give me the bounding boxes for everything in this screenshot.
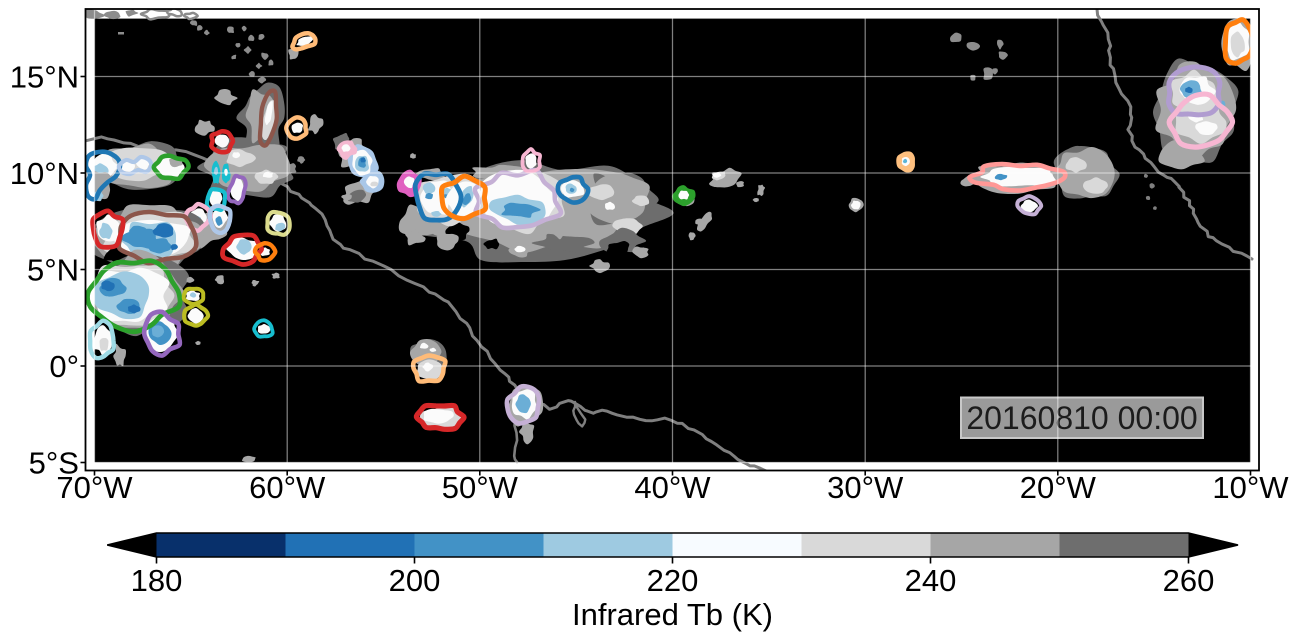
svg-text:10°W: 10°W (1212, 470, 1289, 505)
svg-text:0°: 0° (49, 349, 79, 384)
svg-text:5°S: 5°S (29, 445, 79, 480)
svg-text:Infrared Tb (K): Infrared Tb (K) (572, 597, 773, 632)
svg-text:20°W: 20°W (1020, 470, 1097, 505)
svg-text:200: 200 (389, 563, 441, 598)
svg-text:20160810 00:00: 20160810 00:00 (966, 400, 1197, 436)
svg-text:70°W: 70°W (56, 470, 133, 505)
svg-text:10°N: 10°N (10, 156, 79, 191)
svg-text:50°W: 50°W (442, 470, 519, 505)
svg-text:240: 240 (905, 563, 957, 598)
svg-text:30°W: 30°W (827, 470, 904, 505)
svg-text:5°N: 5°N (27, 252, 79, 287)
svg-text:180: 180 (131, 563, 183, 598)
svg-text:260: 260 (1163, 563, 1215, 598)
svg-text:220: 220 (647, 563, 699, 598)
svg-text:60°W: 60°W (249, 470, 326, 505)
svg-text:15°N: 15°N (10, 59, 79, 94)
svg-text:40°W: 40°W (634, 470, 711, 505)
